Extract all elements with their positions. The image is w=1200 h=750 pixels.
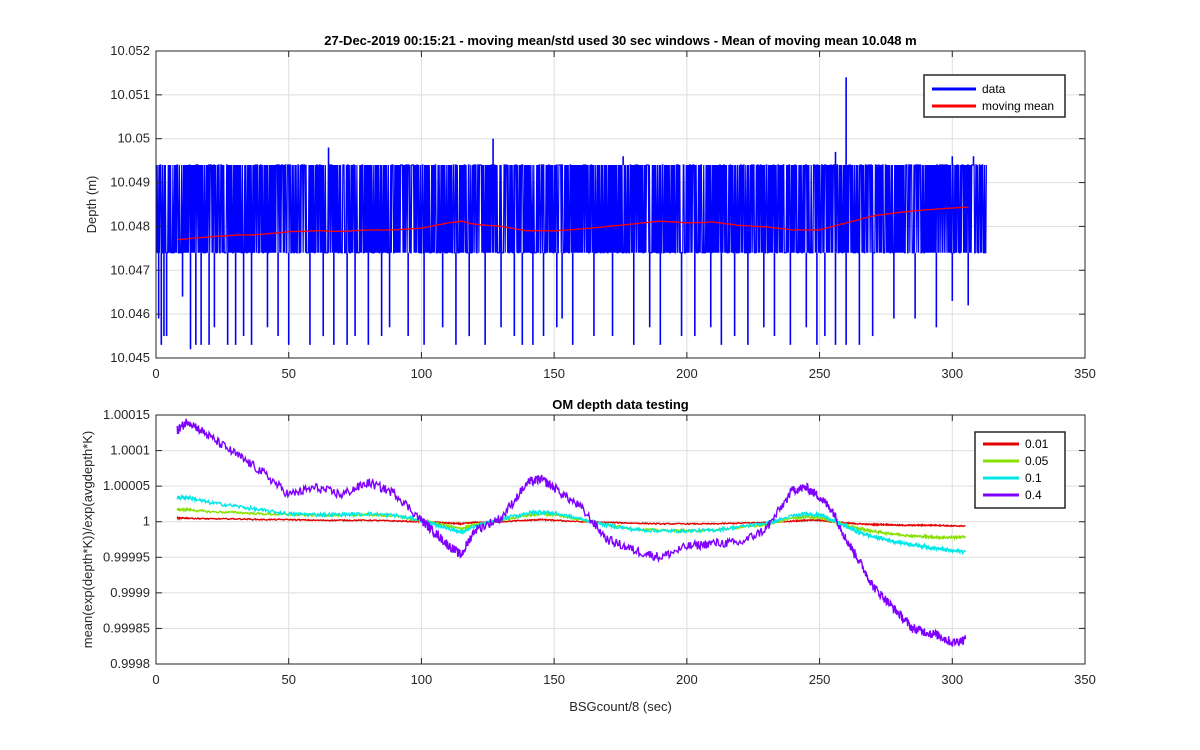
series-group	[155, 77, 987, 350]
y-tick-label: 0.99985	[103, 620, 150, 635]
plot-area	[156, 415, 1085, 664]
series-line-moving-mean	[177, 206, 969, 241]
legend-label: 0.01	[1025, 437, 1049, 451]
y-tick-label: 1.00005	[103, 478, 150, 493]
y-tick-label: 10.052	[110, 43, 150, 58]
x-tick-label: 0	[152, 366, 159, 381]
x-axis-label: BSGcount/8 (sec)	[569, 699, 672, 714]
series-line-data	[155, 164, 987, 254]
legend-label: moving mean	[982, 99, 1054, 113]
y-tick-label: 10.045	[110, 350, 150, 365]
x-tick-label: 0	[152, 672, 159, 687]
series-line-0-1	[176, 493, 966, 556]
x-tick-label: 50	[281, 672, 295, 687]
legend-label: 0.05	[1025, 454, 1049, 468]
legend-box	[923, 74, 1066, 118]
x-tick-label: 100	[411, 366, 433, 381]
chart-1: 0 50 100 150 200 250 300 350 10.045 10.046 10.047 1…	[84, 33, 1096, 381]
x-tick-label: 150	[543, 672, 565, 687]
x-tick-label: 100	[411, 672, 433, 687]
y-tick-label: 10.047	[110, 262, 150, 277]
chart-title: 27-Dec-2019 00:15:21 - moving mean/std u…	[324, 33, 916, 48]
legend-label: data	[982, 82, 1006, 96]
y-axis-label: mean(exp(depth*K))/exp(avgdepth*K)	[80, 431, 95, 649]
x-tick-label: 300	[941, 366, 963, 381]
x-tick-label: 200	[676, 672, 698, 687]
x-tick-label: 350	[1074, 366, 1096, 381]
x-tick-label: 250	[809, 672, 831, 687]
legend: 0.01 0.05 0.1 0.4	[974, 431, 1066, 509]
y-tick-label: 10.048	[110, 218, 150, 233]
axes-box	[155, 50, 1086, 359]
series-line-0-01	[176, 515, 966, 528]
y-tick-label: 0.9998	[110, 656, 150, 671]
y-tick-label: 1.00015	[103, 407, 150, 422]
y-tick-label: 10.051	[110, 87, 150, 102]
y-axis-label: Depth (m)	[84, 176, 99, 234]
x-tick-label: 200	[676, 366, 698, 381]
y-tick-label: 10.049	[110, 175, 150, 190]
y-tick-label: 0.99995	[103, 549, 150, 564]
y-tick-label: 1.0001	[110, 443, 150, 458]
legend: data moving mean	[923, 74, 1066, 118]
x-tick-label: 50	[281, 366, 295, 381]
legend-label: 0.1	[1025, 471, 1042, 485]
series-line-0-4	[176, 418, 967, 647]
x-tick-label: 350	[1074, 672, 1096, 687]
x-tick-label: 300	[941, 672, 963, 687]
y-tick-label: 10.046	[110, 306, 150, 321]
y-tick-label: 0.9999	[110, 585, 150, 600]
x-tick-label: 150	[543, 366, 565, 381]
legend-label: 0.4	[1025, 488, 1042, 502]
series-group	[176, 418, 967, 647]
y-tick-label: 1	[143, 514, 150, 529]
x-tick-label: 250	[809, 366, 831, 381]
axes-box	[155, 414, 1086, 665]
chart-2: 0 50 100 150 200 250 300 350 0.9998 0.99985 0.9999…	[80, 397, 1096, 714]
y-tick-label: 10.05	[117, 131, 150, 146]
chart-title: OM depth data testing	[552, 397, 689, 412]
